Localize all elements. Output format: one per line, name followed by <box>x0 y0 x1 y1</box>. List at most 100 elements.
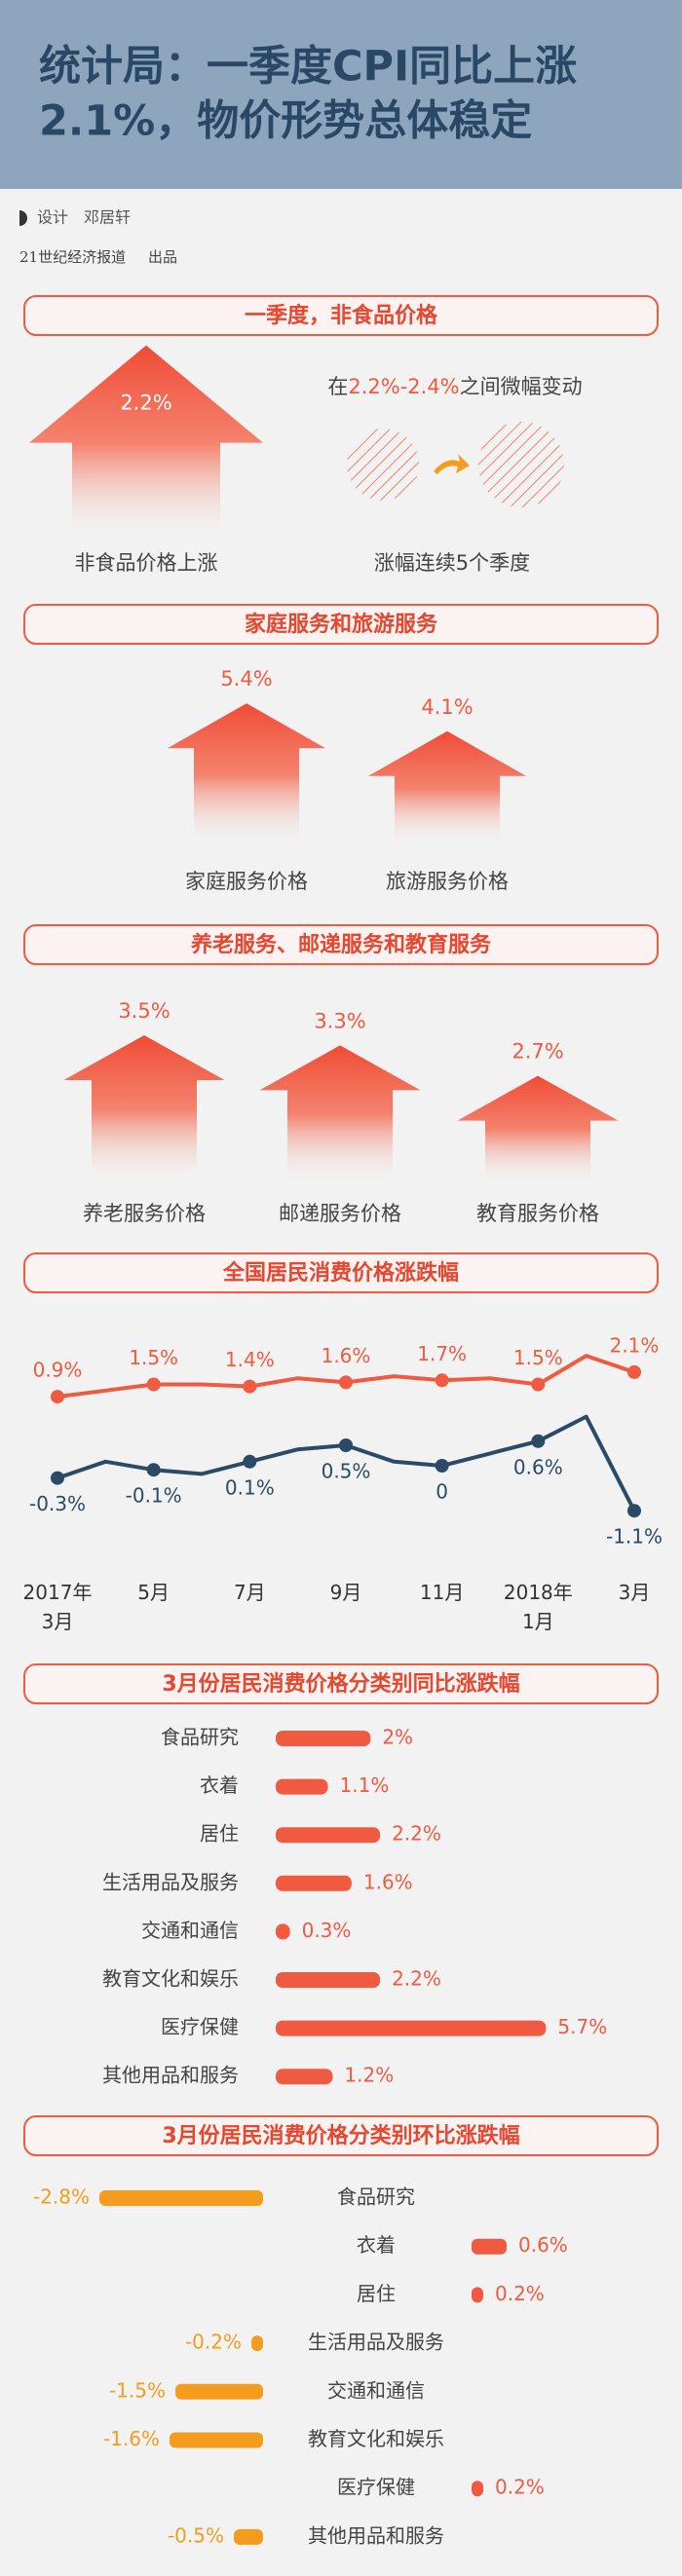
section-title: 全国居民消费价格涨跌幅 <box>222 1260 459 1286</box>
value-label: 0.2% <box>495 2282 545 2305</box>
point <box>51 1471 64 1485</box>
arrow <box>259 1045 421 1183</box>
value-label: 1.2% <box>344 2064 394 2087</box>
arrow-value: 3.5% <box>118 999 170 1023</box>
value-label: -0.3% <box>29 1492 86 1515</box>
header-band <box>0 0 682 189</box>
bar <box>276 1875 352 1891</box>
section-title: 3月份居民消费价格分类别环比涨跌幅 <box>162 2123 519 2148</box>
hatched-circle <box>347 429 419 501</box>
range-suffix: 之间微幅变动 <box>460 375 583 398</box>
bar <box>472 2287 483 2303</box>
category-label: 衣着 <box>357 2233 396 2257</box>
value-label: 2.1% <box>610 1333 660 1357</box>
arrow <box>368 730 526 846</box>
bar <box>99 2190 263 2206</box>
arrow-name: 邮递服务价格 <box>279 1202 401 1225</box>
value-label: 0.6% <box>518 2233 568 2257</box>
range-highlight: 2.2%-2.4% <box>348 375 459 398</box>
point <box>435 1373 449 1388</box>
value-label: 0.2% <box>495 2476 545 2499</box>
arrow <box>29 345 263 542</box>
bar <box>170 2432 263 2448</box>
bar <box>276 1731 371 1746</box>
value-label: 2% <box>382 1726 413 1749</box>
value-label: 0.5% <box>322 1460 371 1483</box>
section-banner <box>23 2115 659 2156</box>
section-title: 一季度，非食品价格 <box>245 303 438 328</box>
arrow-value: 2.2% <box>120 392 171 415</box>
point <box>339 1438 353 1452</box>
designer: 邓居轩 <box>84 208 131 227</box>
arrow <box>168 703 325 846</box>
point <box>531 1434 546 1448</box>
bar <box>276 1972 381 1988</box>
bar <box>472 2238 507 2255</box>
value-label: 1.1% <box>340 1773 390 1797</box>
arrow <box>63 1035 225 1183</box>
bar <box>251 2335 263 2352</box>
arrow-value: 4.1% <box>421 695 473 719</box>
point <box>627 1504 641 1518</box>
value-label: 0.3% <box>302 1919 352 1942</box>
title-line: 统计局：一季度CPI同比上涨 <box>39 43 577 92</box>
value-label: -1.1% <box>606 1525 663 1549</box>
category-label: 居住 <box>357 2282 396 2305</box>
value-label: 2.2% <box>392 1822 441 1846</box>
arrow-name: 非食品价格上涨 <box>75 551 218 575</box>
section-banner <box>23 1663 659 1704</box>
category-label: 生活用品及服务 <box>102 1870 239 1893</box>
category-label: 生活用品及服务 <box>308 2331 444 2354</box>
section-banner <box>23 604 659 645</box>
value-label: 1.5% <box>129 1346 178 1369</box>
arrow-value: 2.7% <box>512 1040 563 1064</box>
section-title: 3月份居民消费价格分类别同比涨跌幅 <box>162 1671 519 1697</box>
value-label: 0.6% <box>513 1455 563 1478</box>
value-label: -0.1% <box>126 1484 182 1508</box>
category-label: 食品研究 <box>161 1726 239 1749</box>
value-label: 1.4% <box>225 1348 275 1371</box>
bar <box>175 2383 263 2400</box>
bar <box>276 1778 328 1795</box>
arrow-name: 养老服务价格 <box>83 1202 206 1225</box>
x-tick-label: 3月 <box>618 1581 651 1604</box>
value-label: -1.6% <box>103 2427 160 2450</box>
arrow-value: 3.3% <box>314 1009 365 1032</box>
x-tick-label: 2018年 1月 <box>503 1581 573 1633</box>
value-label: 1.6% <box>322 1344 371 1367</box>
bar <box>276 2020 547 2036</box>
category-label: 交通和通信 <box>327 2378 425 2402</box>
section-title: 家庭服务和旅游服务 <box>245 612 438 637</box>
x-tick-label: 9月 <box>329 1581 362 1604</box>
bar <box>472 2481 483 2497</box>
section-banner <box>23 924 659 965</box>
x-tick-label: 7月 <box>233 1581 266 1604</box>
x-tick-label: 11月 <box>419 1581 465 1604</box>
category-label: 医疗保健 <box>337 2476 415 2499</box>
hatched-circle <box>478 422 564 507</box>
arrow <box>457 1075 619 1183</box>
designer-icon <box>19 210 27 226</box>
value-label: -1.5% <box>109 2378 166 2402</box>
bar <box>276 1827 381 1844</box>
category-label: 教育文化和娱乐 <box>102 1967 239 1991</box>
point <box>243 1379 257 1394</box>
arrow-name: 家庭服务价格 <box>185 870 308 893</box>
point <box>243 1454 257 1469</box>
category-label: 食品研究 <box>337 2185 415 2209</box>
range-prefix: 在 <box>327 375 348 398</box>
section-title: 养老服务、邮递服务和教育服务 <box>190 932 492 957</box>
value-label: 5.7% <box>557 2015 607 2038</box>
point <box>531 1377 546 1392</box>
bar <box>276 1923 290 1940</box>
value-label: 0.9% <box>33 1359 83 1382</box>
point <box>146 1463 161 1477</box>
streak-label: 涨幅连续5个季度 <box>374 551 530 575</box>
x-tick-label: 5月 <box>137 1581 170 1604</box>
value-label: -2.8% <box>33 2185 90 2209</box>
publisher: 21世纪经济报道 <box>19 248 126 266</box>
value-label: 0 <box>436 1480 448 1504</box>
category-label: 其他用品和服务 <box>102 2064 239 2087</box>
